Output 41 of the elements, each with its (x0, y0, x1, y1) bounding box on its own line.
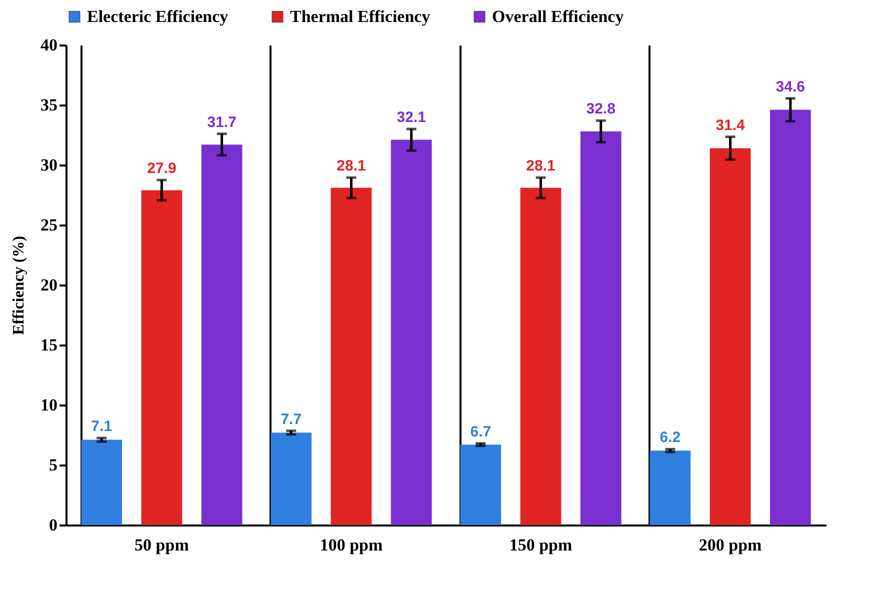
y-axis-title: Efficiency (%) (10, 236, 28, 336)
legend-label: Thermal Efficiency (290, 6, 431, 26)
bar (770, 110, 811, 525)
y-tick-label: 5 (49, 456, 58, 474)
data-label: 28.1 (526, 158, 556, 175)
bar (580, 131, 622, 525)
data-label: 28.1 (336, 158, 366, 175)
y-tick-label: 20 (40, 276, 58, 294)
y-tick-label: 30 (40, 156, 58, 174)
data-label: 34.6 (776, 78, 805, 96)
bar (270, 432, 312, 525)
y-tick-label: 25 (40, 216, 58, 234)
y-tick-label: 15 (40, 336, 58, 354)
legend-label: Overall Efficiency (492, 6, 624, 26)
legend-label: Electeric Efficiency (87, 6, 229, 26)
x-tick-label: 200 ppm (698, 536, 762, 554)
bar (390, 140, 432, 525)
data-label: 32.8 (586, 100, 616, 118)
bar (141, 190, 182, 525)
bar (520, 188, 562, 525)
data-label: 6.2 (660, 429, 681, 446)
bar (650, 450, 691, 525)
data-label: 31.4 (716, 116, 746, 134)
y-tick-label: 35 (40, 96, 58, 114)
data-label: 27.9 (147, 160, 176, 177)
bar (330, 188, 372, 525)
x-tick-label: 50 ppm (134, 536, 189, 554)
x-tick-label: 100 ppm (320, 536, 383, 554)
x-tick-label: 150 ppm (509, 536, 572, 554)
bar (201, 144, 242, 525)
data-label: 6.7 (470, 423, 492, 440)
y-tick-label: 10 (40, 396, 58, 414)
bar (710, 148, 751, 525)
bar (81, 440, 122, 525)
data-label: 7.1 (91, 418, 112, 435)
y-tick-label: 40 (40, 36, 58, 54)
data-label: 7.7 (280, 410, 302, 428)
y-tick-label: 0 (49, 516, 58, 534)
data-label: 32.1 (396, 109, 426, 126)
bar (460, 444, 502, 525)
data-label: 31.7 (207, 114, 236, 131)
